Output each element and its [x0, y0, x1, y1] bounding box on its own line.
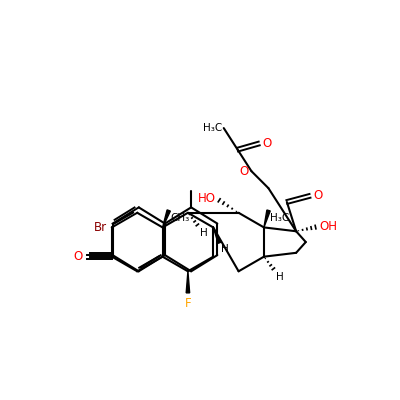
Polygon shape — [213, 228, 221, 243]
Text: Br: Br — [94, 221, 107, 234]
Text: O: O — [262, 137, 272, 150]
Text: H₃C: H₃C — [270, 213, 289, 223]
Text: H: H — [221, 244, 229, 254]
Polygon shape — [162, 210, 170, 228]
Text: F: F — [185, 297, 191, 310]
Text: H: H — [200, 228, 208, 238]
Text: H: H — [276, 272, 284, 282]
Polygon shape — [186, 271, 190, 293]
Text: O: O — [73, 250, 83, 263]
Text: CH₃: CH₃ — [170, 213, 190, 223]
Text: H₃C: H₃C — [203, 123, 222, 133]
Text: OH: OH — [319, 220, 337, 233]
Text: O: O — [239, 165, 248, 178]
Text: HO: HO — [198, 192, 216, 206]
Text: O: O — [313, 189, 322, 202]
Polygon shape — [264, 210, 270, 228]
